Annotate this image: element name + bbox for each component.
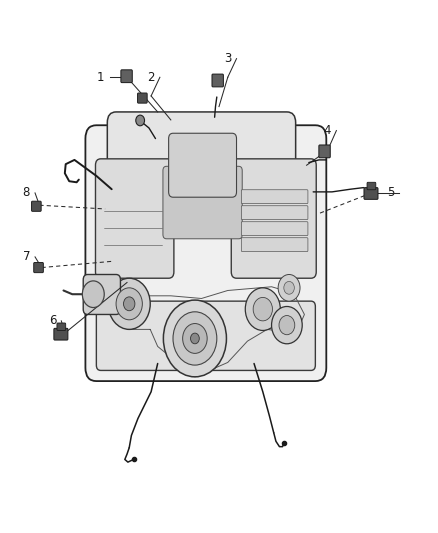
FancyBboxPatch shape [95,159,174,278]
Circle shape [163,300,226,377]
Text: 2: 2 [147,71,155,84]
FancyBboxPatch shape [85,125,326,381]
Circle shape [136,115,145,126]
Circle shape [279,316,295,335]
Circle shape [284,281,294,294]
Text: 8: 8 [23,187,30,199]
FancyBboxPatch shape [54,328,68,340]
Text: 6: 6 [49,314,57,327]
Circle shape [245,288,280,330]
Circle shape [108,278,150,329]
Circle shape [82,281,104,308]
FancyBboxPatch shape [121,70,132,83]
FancyBboxPatch shape [364,188,378,199]
Text: 4: 4 [324,124,332,137]
FancyBboxPatch shape [138,93,147,103]
Circle shape [173,312,217,365]
FancyBboxPatch shape [163,166,242,239]
Circle shape [191,333,199,344]
FancyBboxPatch shape [34,263,43,273]
FancyBboxPatch shape [32,201,41,211]
Text: 1: 1 [97,71,105,84]
Circle shape [183,324,207,353]
FancyBboxPatch shape [57,323,66,330]
FancyBboxPatch shape [96,301,315,370]
FancyBboxPatch shape [107,112,296,229]
Circle shape [253,297,272,321]
FancyBboxPatch shape [241,222,308,236]
FancyBboxPatch shape [241,238,308,252]
FancyBboxPatch shape [241,190,308,204]
Text: 5: 5 [387,187,394,199]
Text: 3: 3 [224,52,231,65]
FancyBboxPatch shape [319,145,330,158]
Circle shape [124,297,135,311]
Text: 7: 7 [22,251,30,263]
Circle shape [278,274,300,301]
FancyBboxPatch shape [367,182,376,190]
FancyBboxPatch shape [212,74,223,87]
FancyBboxPatch shape [241,206,308,220]
FancyBboxPatch shape [169,133,237,197]
FancyBboxPatch shape [231,159,316,278]
Circle shape [272,306,302,344]
Circle shape [116,288,142,320]
FancyBboxPatch shape [83,274,120,314]
